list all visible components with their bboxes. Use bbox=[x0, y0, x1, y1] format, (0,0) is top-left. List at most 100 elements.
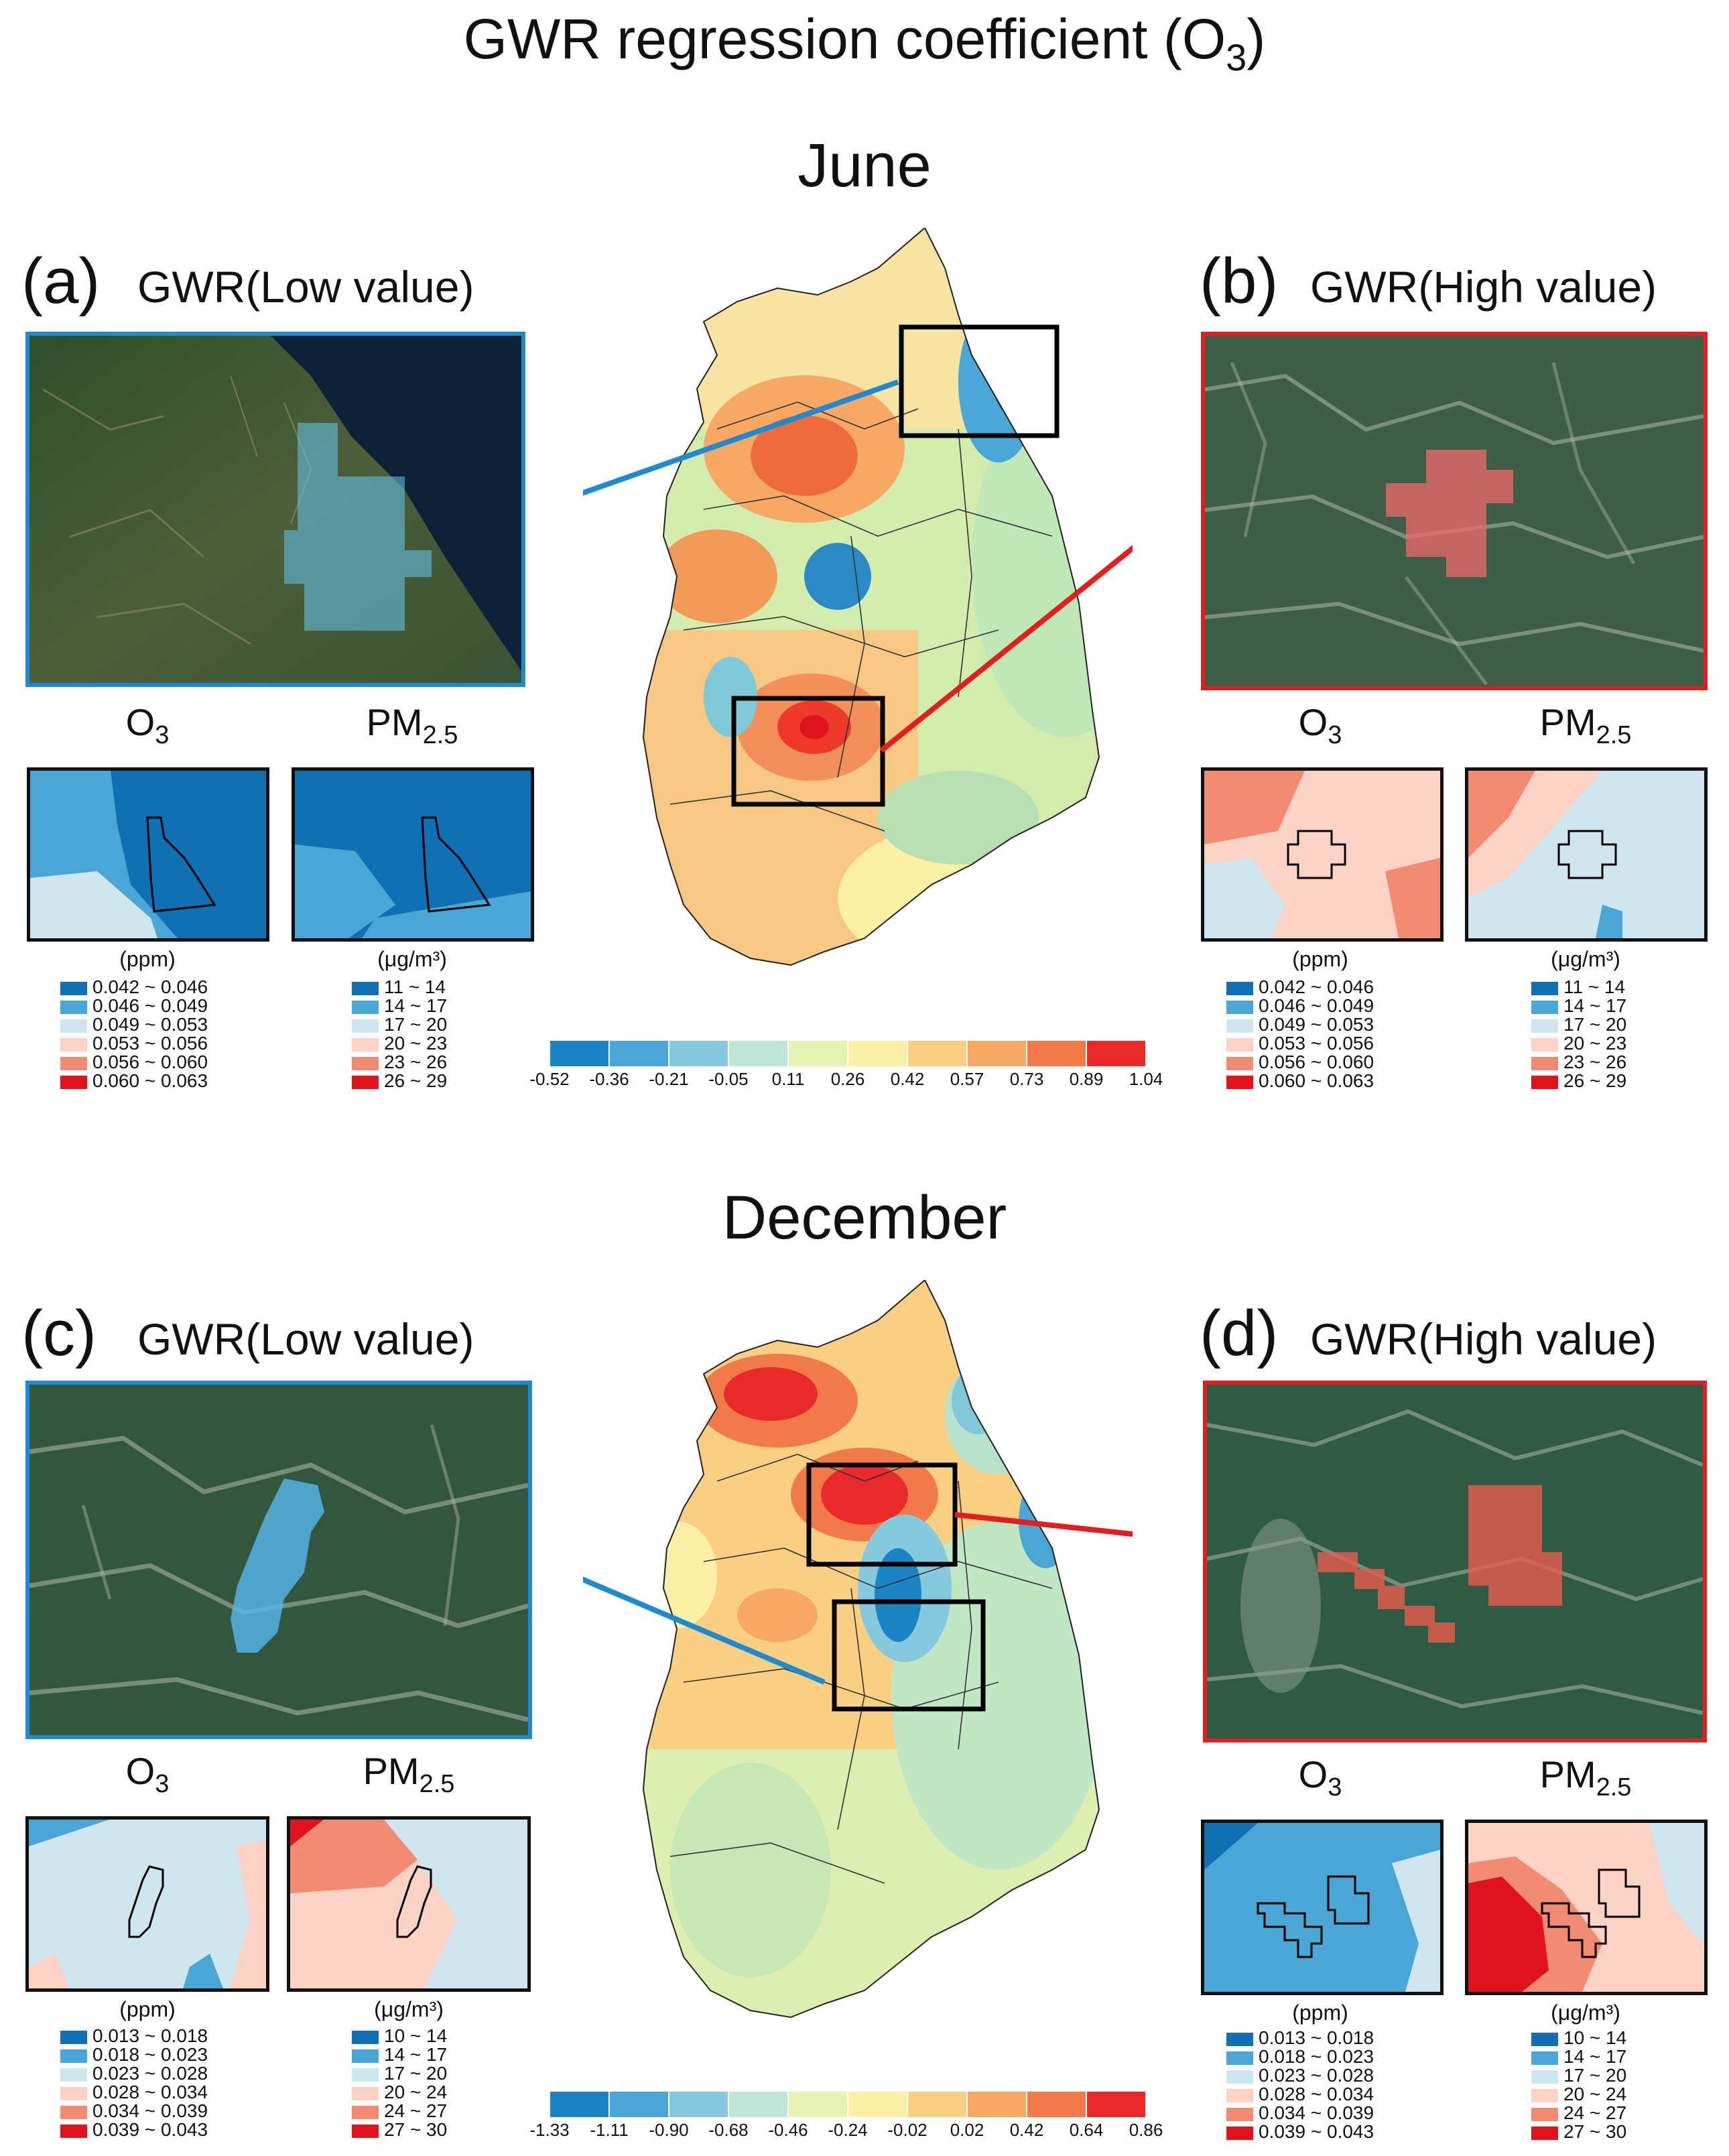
legend-label: 0.053 ~ 0.056 bbox=[1259, 1033, 1374, 1054]
legend-swatch bbox=[60, 2049, 87, 2063]
legend-item: 17 ~ 20 bbox=[1531, 1015, 1626, 1034]
legend-label: 0.056 ~ 0.060 bbox=[92, 1052, 208, 1072]
legend-item: 26 ~ 29 bbox=[352, 1072, 447, 1090]
legend-item: 0.034 ~ 0.039 bbox=[1226, 2104, 1374, 2122]
legend-label: 0.028 ~ 0.034 bbox=[1259, 2084, 1374, 2104]
legend-item: 14 ~ 17 bbox=[1531, 997, 1626, 1015]
legend-swatch bbox=[352, 2086, 379, 2100]
legend-label: 26 ~ 29 bbox=[1563, 1070, 1627, 1091]
legend-pm-a: 11 ~ 14 14 ~ 17 17 ~ 20 20 ~ 23 23 ~ 26 26 ~ … bbox=[352, 978, 486, 1092]
legend-label: 0.042 ~ 0.046 bbox=[1259, 976, 1374, 997]
legend-swatch bbox=[60, 981, 87, 995]
legend-o3-d: 0.013 ~ 0.018 0.018 ~ 0.023 0.023 ~ 0.028 0… bbox=[1226, 2029, 1427, 2143]
panel-letter-c: (c) bbox=[21, 1297, 97, 1369]
legend-item: 20 ~ 24 bbox=[1531, 2085, 1626, 2104]
colorbar-tick-label: -0.05 bbox=[708, 1069, 749, 1089]
colorbar-segment bbox=[788, 2091, 848, 2118]
panel-label-d: GWR(High value) bbox=[1310, 1314, 1657, 1364]
legend-pm-c: 10 ~ 14 14 ~ 17 17 ~ 20 20 ~ 24 24 ~ 27 27 ~ … bbox=[352, 2027, 486, 2141]
legend-item: 23 ~ 26 bbox=[352, 1052, 448, 1072]
legend-swatch bbox=[1531, 1037, 1558, 1052]
colorbar-tick-label: 0.42 bbox=[1009, 2120, 1044, 2140]
legend-swatch bbox=[1226, 2032, 1253, 2046]
section-title-june: June bbox=[797, 131, 932, 200]
mini-title-pm-a: PM2.5 bbox=[366, 701, 458, 750]
legend-item: 17 ~ 20 bbox=[352, 1015, 447, 1034]
colorbar-segment bbox=[550, 1040, 609, 1067]
legend-pm-d: 10 ~ 14 14 ~ 17 17 ~ 20 20 ~ 24 24 ~ 27 27 ~ … bbox=[1531, 2029, 1665, 2143]
mini-map-o3-c bbox=[25, 1816, 269, 1992]
legend-item: 0.034 ~ 0.039 bbox=[60, 2102, 208, 2120]
legend-label: 27 ~ 30 bbox=[384, 2119, 448, 2140]
legend-swatch bbox=[1226, 2088, 1253, 2102]
legend-label: 17 ~ 20 bbox=[384, 2063, 448, 2084]
legend-swatch bbox=[352, 981, 379, 995]
colorbar-segment bbox=[1086, 2091, 1146, 2118]
legend-swatch bbox=[1226, 2051, 1253, 2065]
legend-item: 0.013 ~ 0.018 bbox=[60, 2027, 208, 2045]
legend-item: 14 ~ 17 bbox=[352, 2045, 447, 2064]
mini-title-pm-b: PM2.5 bbox=[1539, 701, 1632, 750]
legend-label: 24 ~ 27 bbox=[384, 2100, 448, 2121]
colorbar-tick-label: -1.11 bbox=[590, 2120, 629, 2140]
colorbar-tick-label: 0.11 bbox=[771, 1069, 805, 1089]
colorbar-segment bbox=[669, 2091, 728, 2118]
colorbar-segment bbox=[1086, 1040, 1146, 1067]
legend-swatch bbox=[1226, 1037, 1253, 1052]
colorbar-tick-label: -0.90 bbox=[649, 2120, 689, 2140]
colorbar-tick-label: 0.57 bbox=[950, 1069, 984, 1089]
legend-label: 20 ~ 24 bbox=[384, 2082, 448, 2102]
korea-coefficient-map-december bbox=[583, 1280, 1133, 2031]
colorbar-tick-label: 0.89 bbox=[1069, 1069, 1104, 1089]
legend-label: 0.046 ~ 0.049 bbox=[92, 995, 208, 1016]
legend-swatch bbox=[352, 1037, 379, 1052]
unit-ppm-a: (ppm) bbox=[119, 947, 176, 971]
colorbar-december bbox=[550, 2091, 1146, 2118]
unit-ugm3-d: (μg/m³) bbox=[1551, 2001, 1620, 2025]
legend-label: 14 ~ 17 bbox=[384, 995, 448, 1016]
legend-item: 0.023 ~ 0.028 bbox=[60, 2064, 208, 2083]
legend-item: 0.049 ~ 0.053 bbox=[1226, 1015, 1374, 1034]
legend-swatch bbox=[1226, 2070, 1253, 2084]
legend-label: 0.018 ~ 0.023 bbox=[1259, 2046, 1374, 2067]
mini-map-pm-c bbox=[287, 1816, 531, 1992]
legend-swatch bbox=[1531, 2107, 1558, 2121]
legend-item: 26 ~ 29 bbox=[1531, 1072, 1626, 1090]
legend-item: 27 ~ 30 bbox=[352, 2119, 448, 2140]
legend-item: 24 ~ 27 bbox=[1531, 2104, 1626, 2122]
korea-coefficient-map-june bbox=[583, 228, 1133, 978]
colorbar-tick-label: 0.42 bbox=[890, 1069, 925, 1089]
panel-label-a: GWR(Low value) bbox=[137, 262, 474, 312]
legend-swatch bbox=[60, 2068, 87, 2082]
unit-ugm3-c: (μg/m³) bbox=[374, 1997, 444, 2021]
colorbar-segment bbox=[907, 1040, 967, 1067]
legend-item: 0.046 ~ 0.049 bbox=[60, 997, 208, 1015]
colorbar-segment bbox=[609, 1040, 669, 1067]
legend-item: 17 ~ 20 bbox=[352, 2063, 448, 2084]
legend-item: 11 ~ 14 bbox=[352, 978, 446, 997]
mini-title-o3-a: O3 bbox=[125, 701, 170, 750]
colorbar-segment bbox=[788, 1040, 848, 1067]
legend-item: 0.039 ~ 0.043 bbox=[60, 2120, 208, 2139]
colorbar-ticks-december: -1.33 -1.11 -0.90 -0.68 -0.46 -0.24 -0.02 0.02 0… bbox=[529, 2120, 1163, 2140]
legend-swatch bbox=[352, 1075, 379, 1089]
legend-swatch bbox=[352, 1000, 379, 1014]
legend-swatch bbox=[1226, 1075, 1253, 1089]
legend-o3-a: 0.042 ~ 0.046 0.046 ~ 0.049 0.049 ~ 0.053 0… bbox=[60, 978, 261, 1092]
legend-label: 10 ~ 14 bbox=[1563, 2027, 1627, 2048]
legend-swatch bbox=[1531, 2051, 1558, 2065]
colorbar-tick-label: 0.02 bbox=[950, 2120, 984, 2140]
legend-swatch bbox=[60, 2124, 87, 2138]
legend-item: 0.046 ~ 0.049 bbox=[1226, 997, 1374, 1015]
legend-item: 0.060 ~ 0.063 bbox=[1226, 1072, 1374, 1090]
legend-swatch bbox=[60, 1000, 87, 1014]
legend-label: 17 ~ 20 bbox=[1563, 2065, 1627, 2086]
legend-item: 0.028 ~ 0.034 bbox=[1226, 2084, 1374, 2104]
legend-item: 0.018 ~ 0.023 bbox=[1226, 2046, 1374, 2067]
legend-label: 23 ~ 26 bbox=[384, 1052, 448, 1072]
colorbar-segment bbox=[609, 2091, 669, 2118]
legend-label: 10 ~ 14 bbox=[384, 2025, 448, 2046]
unit-ugm3-a: (μg/m³) bbox=[377, 947, 447, 971]
legend-label: 0.060 ~ 0.063 bbox=[92, 1070, 208, 1091]
legend-item: 14 ~ 17 bbox=[1531, 2047, 1626, 2066]
